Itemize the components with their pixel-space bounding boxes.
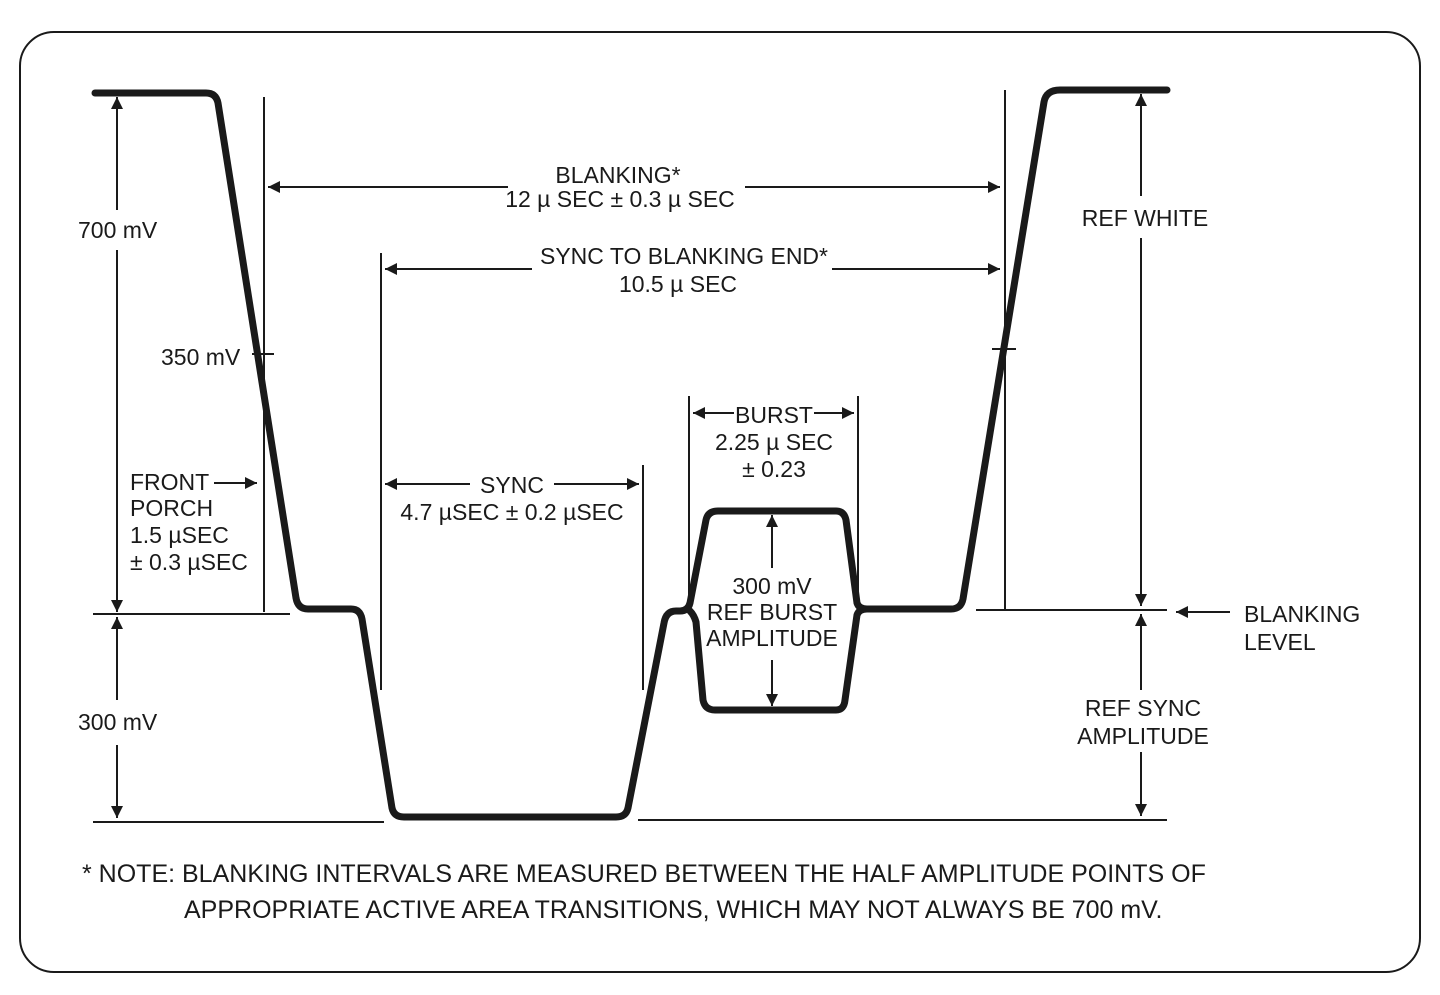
label-burst-amplitude-2: REF BURST <box>707 599 837 625</box>
label-300mv: 300 mV <box>78 709 158 735</box>
label-front-porch-4: ± 0.3 µSEC <box>130 549 248 575</box>
label-blanking-level-2: LEVEL <box>1244 629 1316 655</box>
note-line-1: * NOTE: BLANKING INTERVALS ARE MEASURED … <box>82 860 1206 888</box>
label-front-porch-2: PORCH <box>130 495 213 521</box>
label-350mv: 350 mV <box>161 344 241 370</box>
diagram-frame <box>19 31 1421 973</box>
note-line-2: APPROPRIATE ACTIVE AREA TRANSITIONS, WHI… <box>184 896 1163 924</box>
label-burst-title: BURST <box>735 402 813 428</box>
label-blanking-level-1: BLANKING <box>1244 601 1360 627</box>
label-burst-value: 2.25 µ SEC <box>715 429 833 455</box>
burst-lower-envelope <box>686 605 871 714</box>
label-front-porch-3: 1.5 µSEC <box>130 522 229 548</box>
label-ref-sync-1: REF SYNC <box>1085 695 1201 721</box>
label-700mv: 700 mV <box>78 217 158 243</box>
label-ref-white: REF WHITE <box>1082 205 1209 231</box>
label-sync-to-blanking-title: SYNC TO BLANKING END* <box>540 243 828 269</box>
label-sync-title: SYNC <box>480 472 544 498</box>
label-ref-sync-2: AMPLITUDE <box>1077 723 1209 749</box>
label-burst-tolerance: ± 0.23 <box>742 456 806 482</box>
label-front-porch-1: FRONT <box>130 469 209 495</box>
label-burst-amplitude-1: 300 mV <box>732 573 812 599</box>
label-blanking-value: 12 µ SEC ± 0.3 µ SEC <box>505 186 735 212</box>
composite-video-waveform <box>91 86 1171 821</box>
label-blanking-title: BLANKING* <box>555 162 680 188</box>
label-sync-to-blanking-value: 10.5 µ SEC <box>619 271 737 297</box>
label-sync-value: 4.7 µSEC ± 0.2 µSEC <box>400 499 623 525</box>
label-burst-amplitude-3: AMPLITUDE <box>706 625 838 651</box>
